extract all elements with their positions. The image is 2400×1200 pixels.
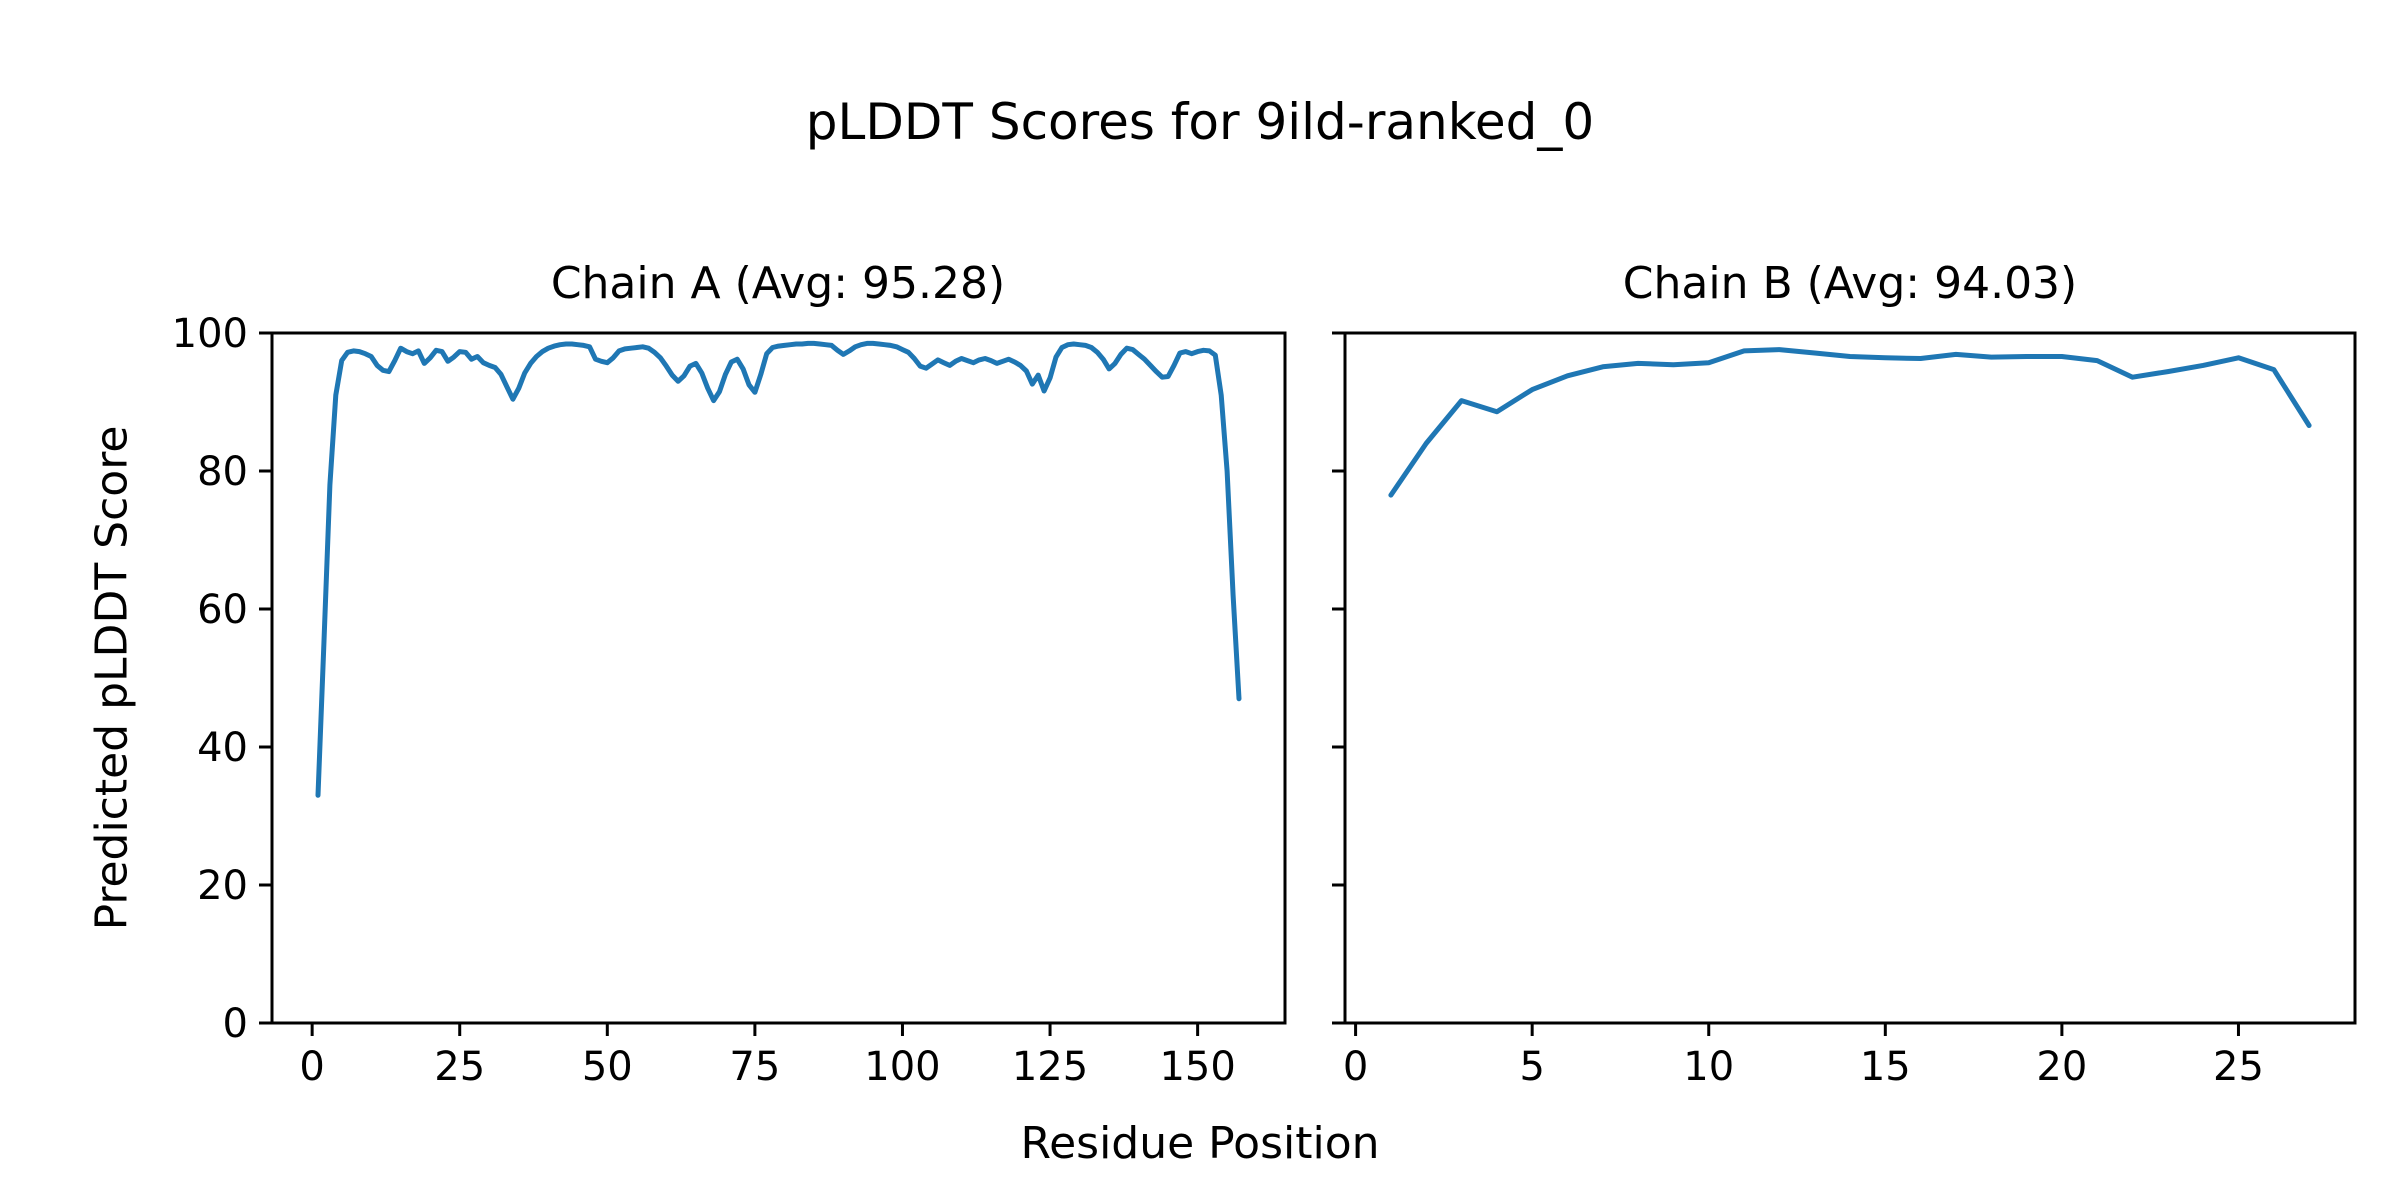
chain-a-y-tick-label: 80	[197, 449, 248, 495]
figure-title: pLDDT Scores for 9ild-ranked_0	[805, 93, 1595, 151]
chain-b-x-tick-label: 5	[1519, 1044, 1544, 1090]
chain-a-x-tick-label: 25	[434, 1044, 485, 1090]
chain-a-y-tick-label: 0	[223, 1001, 248, 1047]
chain-b-axes-spines	[1343, 331, 2357, 1025]
chain-a-y-tick-label: 40	[197, 725, 248, 771]
chain-a-x-tick-label: 150	[1159, 1044, 1235, 1090]
chain-a-x-tick-label: 125	[1012, 1044, 1088, 1090]
chain-b-plddt-line	[1388, 347, 2312, 498]
x-axis-label: Residue Position	[1020, 1118, 1380, 1169]
chain-a-plddt-line	[315, 340, 1242, 798]
chain-a-x-tick-label: 50	[582, 1044, 633, 1090]
chain-a-y-tick-label: 100	[172, 311, 248, 357]
chain-a-x-tick-label: 100	[864, 1044, 940, 1090]
chain-a-y-tick-label: 60	[197, 587, 248, 633]
chain-b-x-tick-label: 20	[2036, 1044, 2087, 1090]
chain-b-x-tick-label: 15	[1860, 1044, 1911, 1090]
chain-a-subplot-title: Chain A (Avg: 95.28)	[550, 258, 1006, 309]
chain-b-subplot-title: Chain B (Avg: 94.03)	[1622, 258, 2078, 309]
chain-a-x-tick-label: 0	[299, 1044, 324, 1090]
chain-b-x-tick-label: 0	[1343, 1044, 1368, 1090]
chain-a-x-tick-label: 75	[729, 1044, 780, 1090]
chain-a-y-tick-label: 20	[197, 863, 248, 909]
chain-a-axes-spines	[270, 331, 1287, 1025]
y-axis-label: Predicted pLDDT Score	[86, 425, 138, 931]
chain-b-x-tick-label: 10	[1683, 1044, 1734, 1090]
chain-b-x-tick-label: 25	[2213, 1044, 2264, 1090]
